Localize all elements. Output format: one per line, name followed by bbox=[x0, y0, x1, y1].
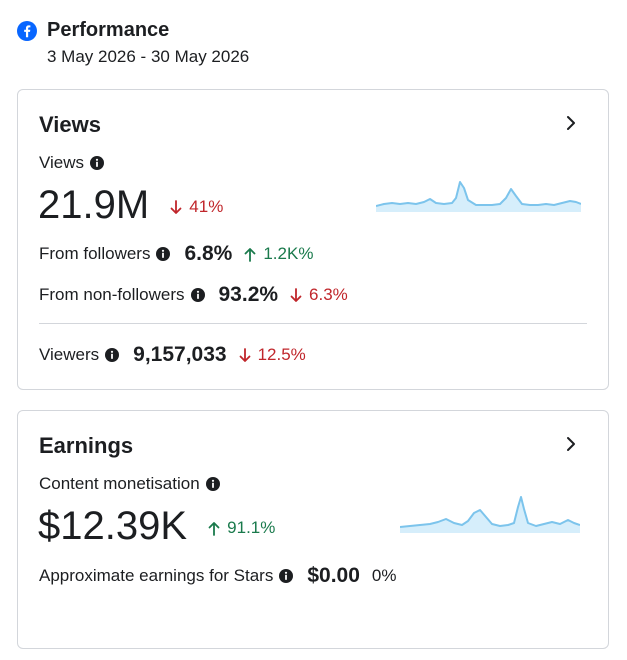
chevron-right-icon[interactable] bbox=[564, 435, 578, 453]
viewers-value: 9,157,033 bbox=[133, 343, 227, 366]
viewers-row: Viewers 9,157,033 12.5% bbox=[39, 343, 306, 366]
stars-value: $0.00 bbox=[307, 564, 360, 587]
page-header: Performance 3 May 2026 - 30 May 2026 bbox=[17, 18, 607, 70]
info-icon[interactable] bbox=[205, 477, 220, 491]
earnings-card[interactable]: Earnings Content monetisation $12.39K 91… bbox=[17, 410, 609, 649]
earnings-total: $12.39K 91.1% bbox=[38, 504, 276, 548]
from-followers-value: 6.8% bbox=[184, 242, 233, 265]
earnings-card-title: Earnings bbox=[39, 433, 134, 458]
info-icon[interactable] bbox=[156, 247, 171, 261]
from-non-followers-value: 93.2% bbox=[218, 283, 279, 306]
date-range: 3 May 2026 - 30 May 2026 bbox=[47, 47, 250, 66]
page-title: Performance bbox=[47, 19, 170, 41]
views-delta: 41% bbox=[170, 196, 223, 218]
info-icon[interactable] bbox=[90, 156, 105, 170]
earnings-delta: 91.1% bbox=[208, 517, 275, 539]
views-sparkline bbox=[376, 181, 581, 212]
content-monetisation-label: Content monetisation bbox=[39, 473, 220, 495]
divider bbox=[39, 323, 587, 324]
from-followers-delta: 1.2K% bbox=[244, 243, 313, 265]
arrow-down-icon bbox=[239, 347, 250, 362]
stars-delta: 0% bbox=[371, 566, 397, 585]
viewers-delta: 12.5% bbox=[239, 344, 306, 366]
arrow-down-icon bbox=[170, 200, 182, 214]
arrow-up-icon bbox=[244, 247, 256, 262]
from-followers-row: From followers 6.8% 1.2K% bbox=[39, 242, 314, 265]
arrow-up-icon bbox=[208, 522, 220, 536]
from-non-followers-delta: 6.3% bbox=[290, 284, 348, 306]
earnings-sparkline bbox=[400, 496, 580, 533]
views-metric-label: Views bbox=[39, 152, 105, 174]
info-icon[interactable] bbox=[105, 348, 120, 362]
info-icon[interactable] bbox=[279, 569, 294, 583]
stars-row: Approximate earnings for Stars $0.00 0% bbox=[39, 564, 397, 587]
chevron-right-icon[interactable] bbox=[564, 114, 578, 132]
views-card-title: Views bbox=[39, 112, 101, 137]
info-icon[interactable] bbox=[190, 288, 205, 302]
views-card[interactable]: Views Views 21.9M 41% From followers 6.8… bbox=[17, 89, 609, 390]
views-total: 21.9M 41% bbox=[38, 183, 224, 227]
arrow-down-icon bbox=[290, 287, 302, 302]
from-non-followers-row: From non-followers 93.2% 6.3% bbox=[39, 283, 348, 306]
facebook-icon bbox=[17, 21, 37, 41]
